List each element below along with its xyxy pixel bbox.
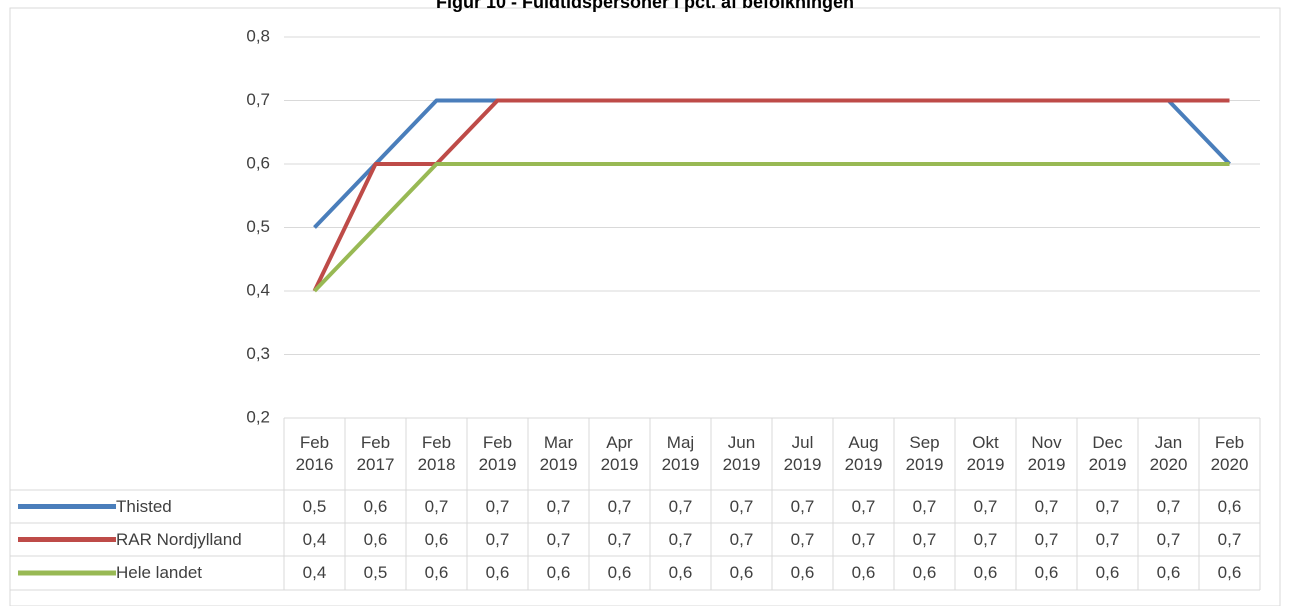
table-value: 0,6 bbox=[424, 529, 449, 549]
table-value: 0,6 bbox=[363, 496, 388, 516]
x-tick-label: Feb 2018 bbox=[417, 433, 456, 474]
table-value: 0,7 bbox=[851, 529, 876, 549]
table-value: 0,7 bbox=[546, 496, 571, 516]
y-tick-label: 0,3 bbox=[246, 344, 270, 363]
table-value: 0,7 bbox=[1156, 529, 1181, 549]
y-tick-label: 0,2 bbox=[246, 407, 270, 426]
table-value: 0,7 bbox=[912, 496, 937, 516]
table-value: 0,5 bbox=[363, 563, 388, 582]
table-value: 0,6 bbox=[668, 563, 693, 582]
y-tick-label: 0,8 bbox=[246, 26, 270, 45]
table-value: 0,7 bbox=[1034, 496, 1059, 516]
x-tick-label: Feb 2020 bbox=[1210, 433, 1249, 474]
table-value: 0,7 bbox=[973, 529, 998, 549]
table-value: 0,7 bbox=[1217, 529, 1242, 549]
table-value: 0,7 bbox=[424, 496, 449, 516]
series-line bbox=[312, 98, 1230, 292]
x-tick-label: Nov 2019 bbox=[1027, 433, 1066, 474]
legend-label: Thisted bbox=[116, 496, 172, 516]
table-value: 0,4 bbox=[302, 529, 327, 549]
table-value: 0,6 bbox=[485, 563, 510, 582]
table-value: 0,6 bbox=[1095, 563, 1120, 582]
x-tick-label: Maj 2019 bbox=[661, 433, 700, 474]
chart-frame bbox=[9, 7, 1281, 606]
table-value: 0,7 bbox=[485, 496, 510, 516]
x-tick-label: Mar 2019 bbox=[539, 433, 578, 474]
table-value: 0,7 bbox=[485, 529, 510, 549]
table-value: 0,4 bbox=[302, 563, 327, 582]
table-value: 0,7 bbox=[790, 529, 815, 549]
x-tick-label: Feb 2017 bbox=[356, 433, 395, 474]
table-value: 0,6 bbox=[912, 563, 937, 582]
legend-label: Hele landet bbox=[116, 563, 203, 582]
y-tick-label: 0,4 bbox=[246, 280, 270, 299]
y-tick-label: 0,5 bbox=[246, 217, 270, 236]
table-value: 0,7 bbox=[1095, 529, 1120, 549]
table-value: 0,6 bbox=[1156, 563, 1181, 582]
table-value: 0,7 bbox=[851, 496, 876, 516]
table-value: 0,6 bbox=[1034, 563, 1059, 582]
table-value: 0,6 bbox=[1217, 563, 1242, 582]
chart-title: Figur 10 - Fuldtidspersoner i pct. af be… bbox=[436, 0, 854, 12]
table-value: 0,7 bbox=[973, 496, 998, 516]
x-tick-label: Okt 2019 bbox=[966, 433, 1005, 474]
table-value: 0,7 bbox=[546, 529, 571, 549]
table-value: 0,5 bbox=[302, 496, 327, 516]
x-tick-label: Jan 2020 bbox=[1149, 433, 1188, 474]
table-value: 0,6 bbox=[851, 563, 876, 582]
x-tick-label: Apr 2019 bbox=[600, 433, 639, 474]
table-value: 0,7 bbox=[1156, 496, 1181, 516]
legend-label: RAR Nordjylland bbox=[116, 529, 242, 549]
table-value: 0,7 bbox=[607, 529, 632, 549]
x-tick-label: Jun 2019 bbox=[722, 433, 761, 474]
series-line bbox=[313, 162, 1230, 293]
table-value: 0,6 bbox=[729, 563, 754, 582]
table-value: 0,6 bbox=[790, 563, 815, 582]
table-value: 0,6 bbox=[973, 563, 998, 582]
y-tick-label: 0,6 bbox=[246, 153, 270, 172]
table-value: 0,6 bbox=[546, 563, 571, 582]
x-tick-label: Dec 2019 bbox=[1088, 433, 1127, 474]
y-tick-label: 0,7 bbox=[246, 90, 270, 109]
x-tick-label: Sep 2019 bbox=[905, 433, 944, 474]
table-value: 0,7 bbox=[1095, 496, 1120, 516]
table-value: 0,6 bbox=[607, 563, 632, 582]
x-tick-label: Feb 2019 bbox=[478, 433, 517, 474]
table-value: 0,6 bbox=[424, 563, 449, 582]
table-value: 0,7 bbox=[729, 496, 754, 516]
table-value: 0,6 bbox=[1217, 496, 1242, 516]
table-value: 0,7 bbox=[729, 529, 754, 549]
table-value: 0,7 bbox=[607, 496, 632, 516]
table-value: 0,6 bbox=[363, 529, 388, 549]
table-value: 0,7 bbox=[912, 529, 937, 549]
table-value: 0,7 bbox=[790, 496, 815, 516]
table-value: 0,7 bbox=[1034, 529, 1059, 549]
x-tick-label: Aug 2019 bbox=[844, 433, 883, 474]
x-tick-label: Jul 2019 bbox=[783, 433, 822, 474]
table-value: 0,7 bbox=[668, 529, 693, 549]
x-tick-label: Feb 2016 bbox=[295, 433, 334, 474]
table-value: 0,7 bbox=[668, 496, 693, 516]
